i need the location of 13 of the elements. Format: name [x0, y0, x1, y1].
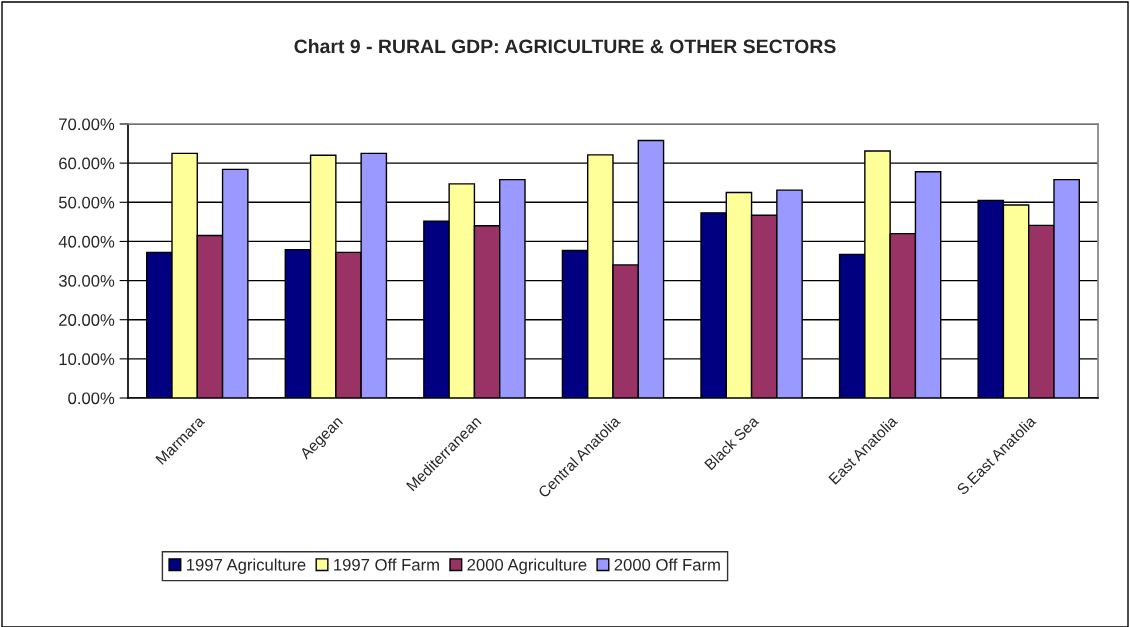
y-tick-label: 30.00%: [58, 274, 115, 287]
legend-label: 2000 Off Farm: [614, 558, 720, 571]
y-tick-label: 10.00%: [59, 353, 115, 366]
legend-label: 2000 Agriculture: [467, 558, 587, 574]
y-tick-label: 50.00%: [58, 196, 115, 209]
y-tick-label: 60.00%: [59, 157, 115, 170]
legend-label: 1997 Off Farm: [334, 558, 439, 571]
y-tick-label: 40.00%: [58, 235, 115, 248]
chart-title: Chart 9 - RURAL GDP: AGRICULTURE & OTHER SECTORS: [294, 38, 836, 54]
legend-label: 1997 Agriculture: [187, 558, 306, 574]
y-tick-label: 20.00%: [59, 314, 115, 326]
y-tick-label: 70.00%: [59, 118, 115, 131]
y-tick-label: 0.00%: [68, 392, 115, 405]
